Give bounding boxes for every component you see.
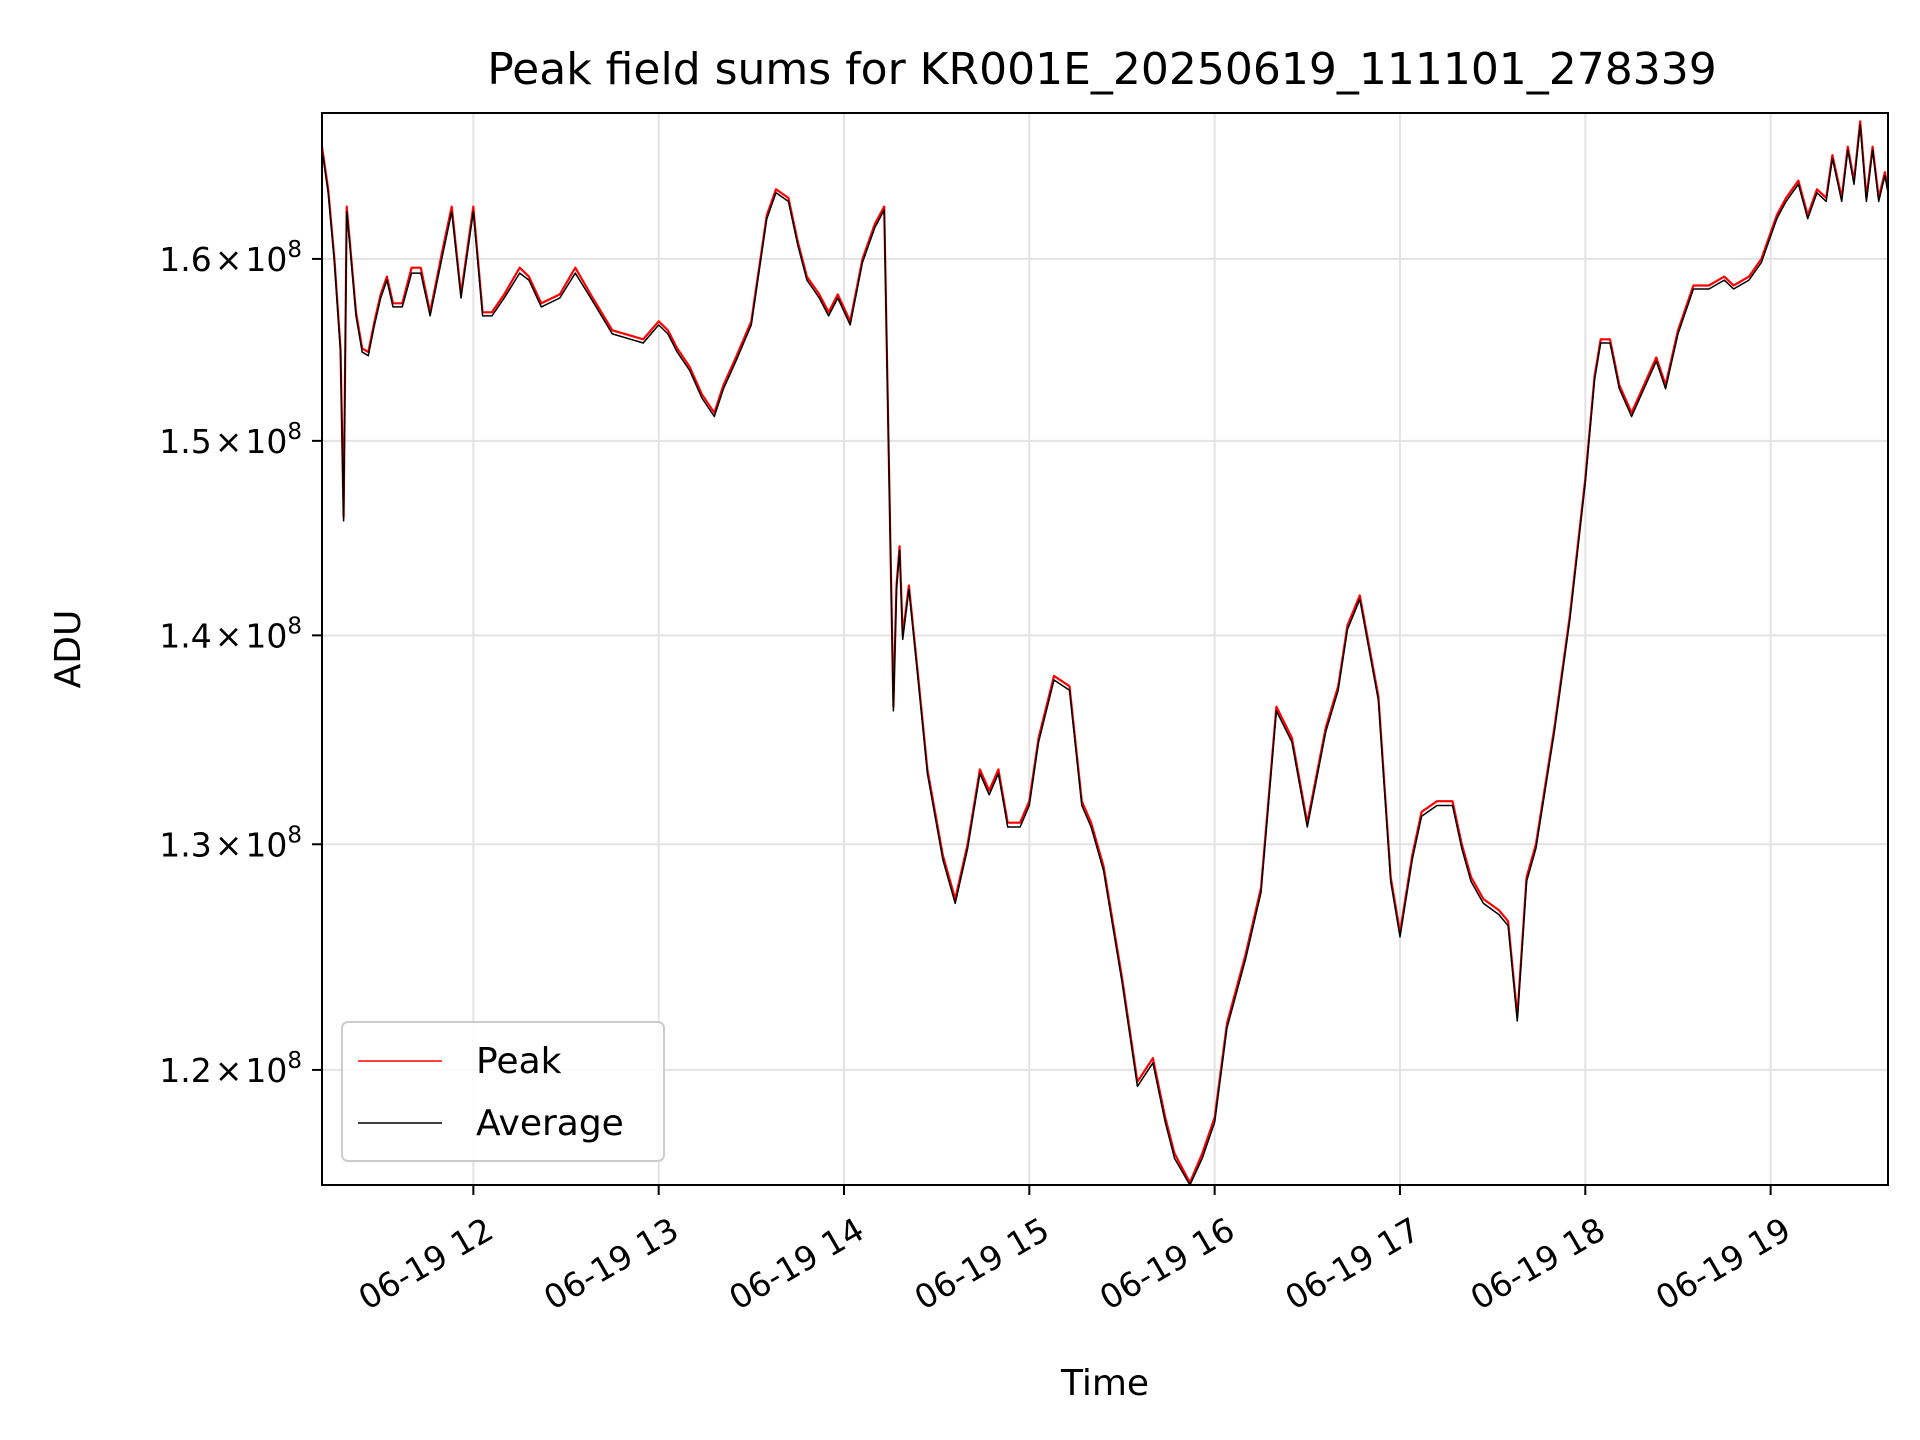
y-tick-label: 1.2×108 (159, 1048, 302, 1090)
series-line-average (321, 123, 1889, 1186)
series-line-peak (320, 120, 1890, 1184)
legend-box (341, 1021, 665, 1162)
y-axis-label: ADU (48, 610, 89, 689)
grid-lines (322, 113, 1888, 1185)
y-tick-label: 1.5×108 (159, 419, 302, 461)
y-tick-label: 1.6×108 (159, 237, 302, 279)
legend-label-average: Average (476, 1103, 624, 1144)
legend: Peak Average (341, 1021, 665, 1162)
y-axis-ticks: 1.2×108 1.3×108 1.4×108 1.5×108 1.6×108 (159, 237, 322, 1090)
x-axis-label: Time (1060, 1363, 1149, 1404)
chart-title: Peak field sums for KR001E_20250619_1111… (487, 44, 1717, 95)
y-tick-label: 1.4×108 (159, 613, 302, 655)
legend-label-peak: Peak (476, 1041, 562, 1082)
plot-area-frame (321, 112, 1889, 1186)
series-lines (320, 120, 1890, 1186)
y-tick-label: 1.3×108 (159, 822, 302, 864)
